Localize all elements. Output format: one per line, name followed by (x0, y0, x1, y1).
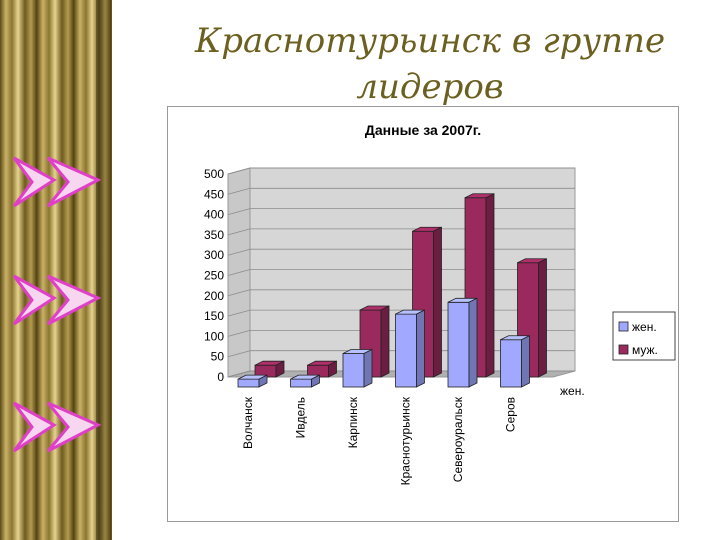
y-tick-label: 250 (204, 269, 224, 283)
gridline (227, 208, 251, 215)
y-tick-label: 150 (204, 309, 224, 323)
double-arrow-icon (12, 401, 102, 453)
legend-swatch (618, 344, 629, 355)
bar-side (311, 374, 320, 388)
legend-swatch (618, 321, 629, 332)
y-tick-label: 200 (204, 289, 224, 303)
gridline (227, 350, 251, 358)
bar-front (237, 378, 260, 388)
y-tick-label: 350 (204, 228, 224, 242)
double-arrow-icon (12, 156, 102, 208)
bar-side (521, 335, 530, 388)
bar-side (468, 297, 478, 388)
gridline (227, 167, 251, 175)
bar-side (433, 226, 442, 378)
bar-side (380, 305, 390, 378)
gridline (227, 330, 251, 337)
gridline (227, 309, 251, 317)
depth-axis-label: жен. (560, 384, 585, 398)
legend-label: муж. (632, 343, 658, 357)
gridline (227, 269, 251, 276)
bar-chart: Данные за 2007г. 0 50 100 150 200 250 300 350 400… (204, 122, 676, 485)
double-arrow-icon (12, 274, 102, 326)
bar-side (363, 348, 373, 388)
gridline (227, 187, 251, 195)
y-tick-label: 50 (211, 350, 225, 364)
bar-front (290, 378, 312, 388)
x-tick-label: Карпинск (346, 396, 360, 448)
bar-side (275, 360, 285, 378)
y-tick-label: 400 (204, 208, 224, 222)
bar-side (416, 309, 425, 388)
x-tick-label: Краснотурьинск (399, 396, 413, 485)
gridline (227, 370, 251, 378)
slide-title-line1: Краснотурьинск в группе (194, 21, 666, 61)
y-tick-label: 0 (217, 370, 224, 384)
y-tick-label: 500 (204, 167, 224, 181)
x-tick-label: Ивдель (294, 397, 308, 438)
bar-front (447, 301, 470, 388)
legend-label: жен. (632, 320, 657, 334)
decorative-side-strip (0, 0, 112, 540)
bar-side (485, 193, 495, 378)
y-tick-label: 300 (204, 248, 224, 262)
slide-title-line2: лидеров (356, 67, 504, 107)
bar-front (342, 353, 365, 388)
bar-side (328, 360, 337, 378)
gridline (227, 248, 251, 256)
y-tick-label: 450 (204, 187, 224, 201)
chart-panel: Данные за 2007г. 0 50 100 150 200 250 300 350 400… (167, 106, 679, 522)
gridline (227, 228, 251, 236)
gridline (227, 289, 251, 297)
y-tick-label: 100 (204, 329, 224, 343)
bar-front (500, 339, 522, 388)
x-tick-label: Волчанск (241, 396, 255, 449)
chart-title: Данные за 2007г. (365, 122, 481, 138)
bar-front (395, 313, 417, 388)
x-tick-label: Североуральск (451, 396, 465, 482)
bar-side (538, 258, 547, 378)
x-tick-label: Серов (504, 397, 518, 432)
slide-title: Краснотурьинск в группе лидеров (150, 18, 710, 110)
bar-side (258, 374, 268, 388)
